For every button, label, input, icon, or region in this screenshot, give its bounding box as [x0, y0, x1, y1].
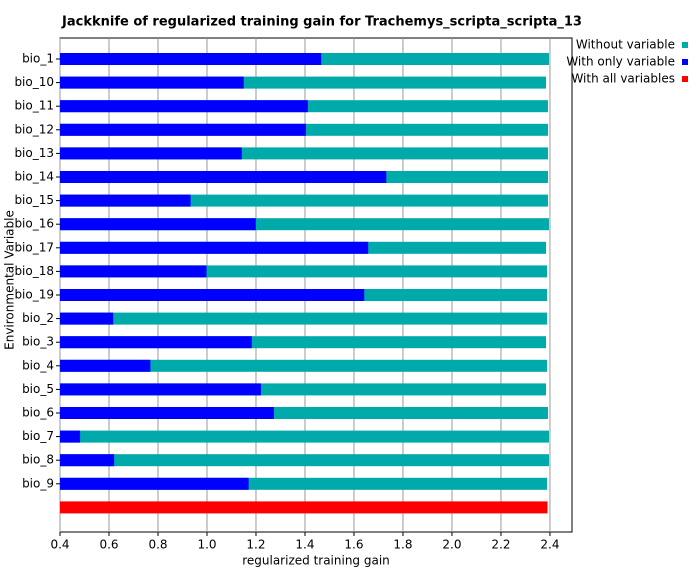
bar — [60, 359, 151, 372]
y-tick-label: bio_17 — [14, 240, 54, 254]
bar — [60, 76, 244, 89]
y-tick-label: bio_12 — [14, 122, 54, 136]
legend-label: With only variable — [566, 55, 675, 69]
y-tick-label: bio_11 — [14, 99, 54, 113]
bar — [60, 312, 548, 325]
bar — [60, 100, 308, 113]
y-tick-label: bio_9 — [22, 476, 54, 490]
x-tick-label: 2.0 — [442, 538, 461, 552]
x-tick-label: 0.6 — [99, 538, 118, 552]
bar — [60, 430, 81, 443]
y-tick-label: bio_4 — [22, 358, 54, 372]
legend-swatch — [682, 76, 688, 82]
bar — [60, 501, 548, 514]
bar — [60, 454, 549, 467]
x-tick-label: 1.8 — [393, 538, 412, 552]
chart-title: Jackknife of regularized training gain f… — [61, 15, 582, 30]
bar — [60, 218, 256, 231]
y-tick-label: bio_1 — [22, 52, 54, 66]
y-tick-label: bio_19 — [14, 288, 54, 302]
y-tick-label: bio_14 — [14, 170, 54, 184]
x-tick-label: 1.4 — [295, 538, 314, 552]
bar — [60, 430, 549, 443]
x-tick-label: 1.0 — [197, 538, 216, 552]
y-tick-label: bio_15 — [14, 193, 54, 207]
bar — [60, 265, 207, 278]
bar — [60, 123, 306, 136]
x-tick-label: 1.2 — [246, 538, 265, 552]
bar — [60, 53, 322, 65]
y-tick-label: bio_13 — [14, 146, 54, 160]
bar — [60, 454, 115, 467]
bar — [60, 241, 369, 254]
bar — [60, 477, 249, 490]
y-tick-label: bio_8 — [22, 453, 54, 467]
bar — [60, 359, 548, 372]
x-tick-label: 0.8 — [148, 538, 167, 552]
y-tick-label: bio_18 — [14, 264, 54, 278]
legend-swatch — [682, 42, 688, 48]
y-axis-label: Environmental Variable — [3, 210, 17, 350]
legend-label: Without variable — [576, 38, 675, 52]
x-axis-label: regularized training gain — [242, 554, 390, 568]
legend-label: With all variables — [571, 72, 675, 86]
y-tick-label: bio_5 — [22, 382, 54, 396]
x-tick-label: 2.4 — [540, 538, 559, 552]
y-tick-label: bio_16 — [14, 217, 54, 231]
bar — [60, 312, 114, 325]
x-tick-label: 0.4 — [50, 538, 69, 552]
x-tick-label: 1.6 — [344, 538, 363, 552]
y-tick-label: bio_2 — [22, 311, 54, 325]
y-tick-label: bio_10 — [14, 75, 54, 89]
bar — [60, 171, 387, 183]
plot-area — [59, 37, 573, 533]
legend-swatch — [682, 59, 688, 65]
y-tick-label: bio_3 — [22, 335, 54, 349]
bar — [60, 147, 242, 160]
bar — [60, 289, 365, 301]
y-tick-label: bio_7 — [22, 429, 54, 443]
x-tick-label: 2.2 — [491, 538, 510, 552]
bar — [60, 383, 261, 396]
bar — [60, 407, 274, 419]
y-tick-label: bio_6 — [22, 406, 54, 420]
bar — [60, 336, 252, 349]
bar — [60, 194, 191, 207]
